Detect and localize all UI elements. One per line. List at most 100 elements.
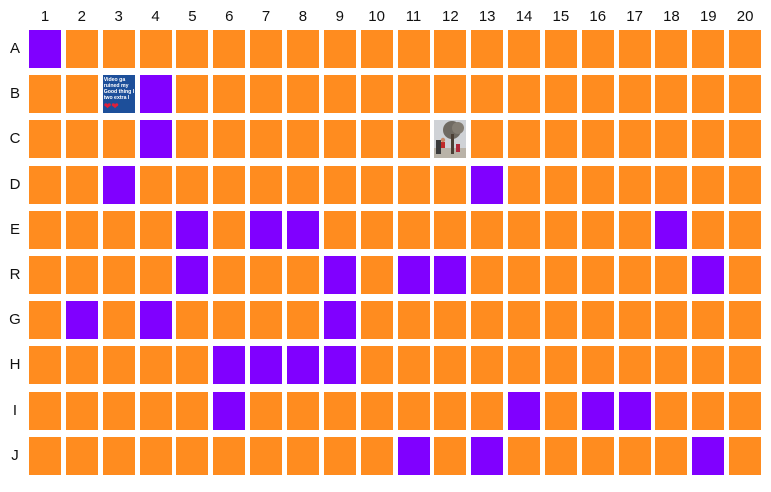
grid-cell-D17[interactable] (618, 165, 651, 204)
grid-cell-I11[interactable] (397, 391, 430, 430)
grid-cell-D1[interactable] (29, 165, 61, 204)
grid-cell-R10[interactable] (360, 256, 393, 294)
grid-cell-R17[interactable] (618, 256, 651, 294)
grid-cell-R8[interactable] (286, 256, 319, 294)
grid-cell-H20[interactable] (729, 346, 762, 385)
grid-cell-D10[interactable] (360, 165, 393, 204)
grid-cell-J18[interactable] (655, 436, 688, 475)
grid-cell-G9[interactable] (323, 301, 356, 340)
grid-cell-G19[interactable] (692, 301, 725, 340)
grid-cell-R7[interactable] (250, 256, 283, 294)
grid-cell-G4[interactable] (139, 301, 172, 340)
grid-cell-R19[interactable] (692, 256, 725, 294)
grid-cell-I8[interactable] (286, 391, 319, 430)
grid-cell-A11[interactable] (397, 30, 430, 68)
grid-cell-C14[interactable] (508, 120, 541, 159)
grid-cell-D11[interactable] (397, 165, 430, 204)
grid-cell-C6[interactable] (213, 120, 246, 159)
grid-cell-C16[interactable] (581, 120, 614, 159)
grid-cell-E3[interactable] (102, 210, 135, 249)
grid-cell-D3[interactable] (102, 165, 135, 204)
grid-cell-E1[interactable] (29, 210, 61, 249)
grid-cell-E20[interactable] (729, 210, 762, 249)
grid-cell-B11[interactable] (397, 75, 430, 114)
grid-cell-R13[interactable] (471, 256, 504, 294)
grid-cell-B15[interactable] (544, 75, 577, 114)
grid-cell-G5[interactable] (176, 301, 209, 340)
grid-cell-J5[interactable] (176, 436, 209, 475)
grid-cell-G10[interactable] (360, 301, 393, 340)
grid-cell-D16[interactable] (581, 165, 614, 204)
grid-cell-J7[interactable] (250, 436, 283, 475)
grid-cell-H13[interactable] (471, 346, 504, 385)
grid-cell-D4[interactable] (139, 165, 172, 204)
grid-cell-D14[interactable] (508, 165, 541, 204)
grid-cell-J13[interactable] (471, 436, 504, 475)
grid-cell-B14[interactable] (508, 75, 541, 114)
grid-cell-H15[interactable] (544, 346, 577, 385)
grid-cell-I4[interactable] (139, 391, 172, 430)
grid-cell-H17[interactable] (618, 346, 651, 385)
grid-cell-D20[interactable] (729, 165, 762, 204)
grid-cell-E17[interactable] (618, 210, 651, 249)
grid-cell-B6[interactable] (213, 75, 246, 114)
grid-cell-C5[interactable] (176, 120, 209, 159)
grid-cell-D8[interactable] (286, 165, 319, 204)
grid-cell-G16[interactable] (581, 301, 614, 340)
grid-cell-H14[interactable] (508, 346, 541, 385)
grid-cell-A6[interactable] (213, 30, 246, 68)
grid-cell-C8[interactable] (286, 120, 319, 159)
grid-cell-I6[interactable] (213, 391, 246, 430)
grid-cell-H1[interactable] (29, 346, 61, 385)
grid-cell-I2[interactable] (65, 391, 98, 430)
grid-cell-G14[interactable] (508, 301, 541, 340)
grid-cell-J1[interactable] (29, 436, 61, 475)
grid-cell-E10[interactable] (360, 210, 393, 249)
grid-cell-I3[interactable] (102, 391, 135, 430)
grid-cell-R14[interactable] (508, 256, 541, 294)
grid-cell-I15[interactable] (544, 391, 577, 430)
grid-cell-E4[interactable] (139, 210, 172, 249)
grid-cell-C9[interactable] (323, 120, 356, 159)
grid-cell-B12[interactable] (434, 75, 467, 114)
grid-cell-E6[interactable] (213, 210, 246, 249)
grid-cell-R16[interactable] (581, 256, 614, 294)
grid-cell-I18[interactable] (655, 391, 688, 430)
grid-cell-I10[interactable] (360, 391, 393, 430)
grid-cell-C18[interactable] (655, 120, 688, 159)
grid-cell-J19[interactable] (692, 436, 725, 475)
grid-cell-J9[interactable] (323, 436, 356, 475)
grid-cell-D9[interactable] (323, 165, 356, 204)
grid-cell-C4[interactable] (139, 120, 172, 159)
grid-cell-G7[interactable] (250, 301, 283, 340)
grid-cell-E9[interactable] (323, 210, 356, 249)
grid-cell-R9[interactable] (323, 256, 356, 294)
grid-cell-J20[interactable] (729, 436, 762, 475)
grid-cell-E14[interactable] (508, 210, 541, 249)
grid-cell-G3[interactable] (102, 301, 135, 340)
grid-cell-A8[interactable] (286, 30, 319, 68)
grid-cell-D19[interactable] (692, 165, 725, 204)
grid-cell-E5[interactable] (176, 210, 209, 249)
grid-cell-A13[interactable] (471, 30, 504, 68)
grid-cell-R12[interactable] (434, 256, 467, 294)
grid-cell-E16[interactable] (581, 210, 614, 249)
grid-cell-I7[interactable] (250, 391, 283, 430)
grid-cell-R6[interactable] (213, 256, 246, 294)
grid-cell-H8[interactable] (286, 346, 319, 385)
grid-cell-A16[interactable] (581, 30, 614, 68)
grid-cell-C3[interactable] (102, 120, 135, 159)
grid-cell-A15[interactable] (544, 30, 577, 68)
grid-cell-R2[interactable] (65, 256, 98, 294)
grid-cell-E2[interactable] (65, 210, 98, 249)
grid-cell-H11[interactable] (397, 346, 430, 385)
grid-cell-I19[interactable] (692, 391, 725, 430)
grid-cell-B1[interactable] (29, 75, 61, 114)
grid-cell-A10[interactable] (360, 30, 393, 68)
grid-cell-D18[interactable] (655, 165, 688, 204)
grid-cell-H6[interactable] (213, 346, 246, 385)
grid-cell-E12[interactable] (434, 210, 467, 249)
grid-cell-G17[interactable] (618, 301, 651, 340)
grid-cell-C12-photo-thumbnail[interactable] (434, 120, 467, 159)
